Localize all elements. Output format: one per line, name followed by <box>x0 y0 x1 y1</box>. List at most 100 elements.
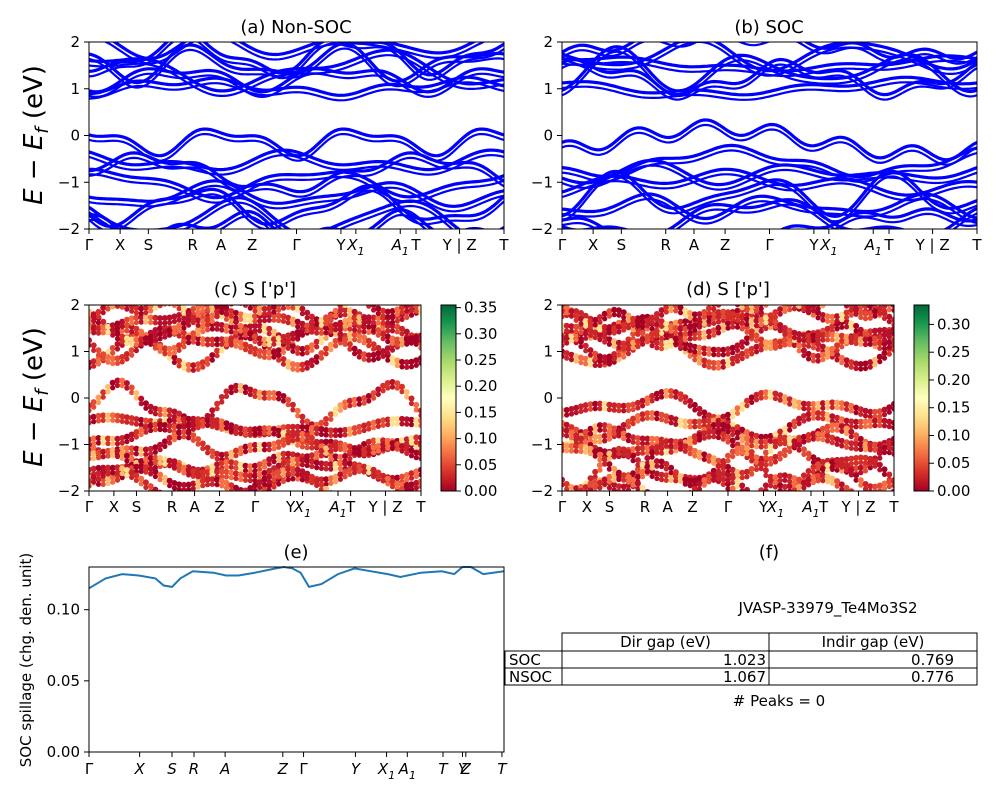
d-proj-point <box>815 461 822 468</box>
d-xtick-label-sub: 1 <box>813 507 820 520</box>
d-proj-point <box>876 333 883 340</box>
d-proj-point <box>796 299 802 305</box>
c-proj-point <box>142 479 149 486</box>
d-proj-point <box>725 452 731 459</box>
d-proj-point <box>810 337 817 344</box>
c-proj-point <box>214 456 220 462</box>
d-proj-point <box>876 417 883 424</box>
c-proj-point <box>238 466 244 473</box>
d-proj-point <box>801 451 807 457</box>
c-proj-point <box>119 450 126 457</box>
c-proj-point <box>119 333 126 340</box>
d-proj-point <box>611 306 618 313</box>
c-proj-point <box>385 421 391 428</box>
d-proj-point <box>881 355 888 361</box>
d-proj-point <box>872 313 878 319</box>
d-proj-point <box>711 320 717 326</box>
c-proj-point <box>389 416 396 423</box>
c-proj-point <box>389 347 396 353</box>
b-band-line <box>562 81 977 101</box>
c-proj-point <box>157 455 164 461</box>
d-proj-point <box>574 502 579 507</box>
c-proj-point <box>161 417 168 424</box>
c-proj-point <box>342 468 349 475</box>
d-proj-point <box>891 406 894 412</box>
d-proj-point <box>843 484 850 491</box>
d-proj-point <box>625 340 632 347</box>
d-proj-point <box>573 329 579 335</box>
d-proj-point <box>654 416 660 422</box>
c-proj-point <box>233 329 239 335</box>
c-proj-point <box>214 321 221 328</box>
c-proj-point <box>418 345 421 351</box>
c-proj-point <box>242 426 249 433</box>
c-proj-point <box>323 460 330 467</box>
d-proj-point <box>596 400 603 407</box>
c-proj-point <box>399 364 405 370</box>
spillage-xtick-label-main: X <box>377 760 389 778</box>
c-proj-point <box>242 312 249 319</box>
c-proj-point <box>110 417 116 423</box>
c-proj-point <box>152 486 159 491</box>
c-proj-point <box>181 315 187 321</box>
d-proj-point <box>872 335 878 342</box>
d-xtick-label: Y <box>758 498 769 516</box>
d-proj-point <box>796 348 802 354</box>
c-proj-point <box>138 463 145 470</box>
d-xtick-label: Γ <box>558 498 567 516</box>
c-proj-point <box>195 326 202 333</box>
c-proj-point <box>89 329 92 335</box>
d-proj-point <box>810 431 817 438</box>
d-proj-point <box>806 343 812 349</box>
d-proj-point <box>839 324 845 330</box>
c-proj-point <box>375 386 382 393</box>
c-proj-point <box>133 463 140 470</box>
c-proj-point <box>129 420 135 426</box>
d-proj-point <box>762 433 769 440</box>
c-proj-point <box>380 353 386 359</box>
c-proj-point <box>195 441 201 447</box>
a-xtick-label-main: A <box>216 236 227 254</box>
c-proj-point <box>114 382 121 389</box>
c-proj-point <box>195 479 202 486</box>
c-proj-point <box>304 360 311 367</box>
c-proj-point <box>176 481 183 488</box>
c-proj-point <box>199 318 206 325</box>
d-proj-point <box>886 471 893 478</box>
c-proj-point <box>238 476 244 483</box>
c-proj-point <box>295 462 301 468</box>
c-proj-point <box>143 319 149 325</box>
c-proj-point <box>313 325 320 331</box>
d-proj-point <box>678 310 684 316</box>
c-proj-point <box>314 330 320 336</box>
c-proj-point <box>418 407 421 414</box>
c-proj-point <box>290 366 296 372</box>
spillage-xtick-label: A <box>219 760 230 778</box>
c-proj-point <box>332 427 339 434</box>
d-proj-point <box>777 428 784 435</box>
c-proj-point <box>309 430 315 436</box>
c-cbar-tick-label: 0.05 <box>464 456 497 474</box>
c-proj-point <box>110 360 116 367</box>
d-proj-point <box>730 414 736 420</box>
d-proj-point <box>701 456 707 462</box>
c-proj-point <box>181 487 187 491</box>
d-proj-point <box>781 325 788 331</box>
d-proj-point <box>881 444 888 451</box>
d-proj-point <box>810 345 817 351</box>
d-proj-point <box>692 453 698 459</box>
d-proj-point <box>777 397 783 403</box>
c-proj-point <box>166 422 173 429</box>
c-proj-point <box>266 441 273 448</box>
d-proj-point <box>583 323 589 329</box>
c-proj-point <box>124 439 130 445</box>
d-proj-point <box>772 309 779 316</box>
d-proj-point <box>568 351 575 358</box>
c-proj-point <box>408 435 415 442</box>
d-proj-point <box>758 444 764 450</box>
d-proj-point <box>734 450 741 457</box>
c-proj-point <box>205 361 211 367</box>
d-proj-point <box>620 472 627 479</box>
c-proj-point <box>147 333 154 340</box>
c-proj-point <box>147 403 154 410</box>
